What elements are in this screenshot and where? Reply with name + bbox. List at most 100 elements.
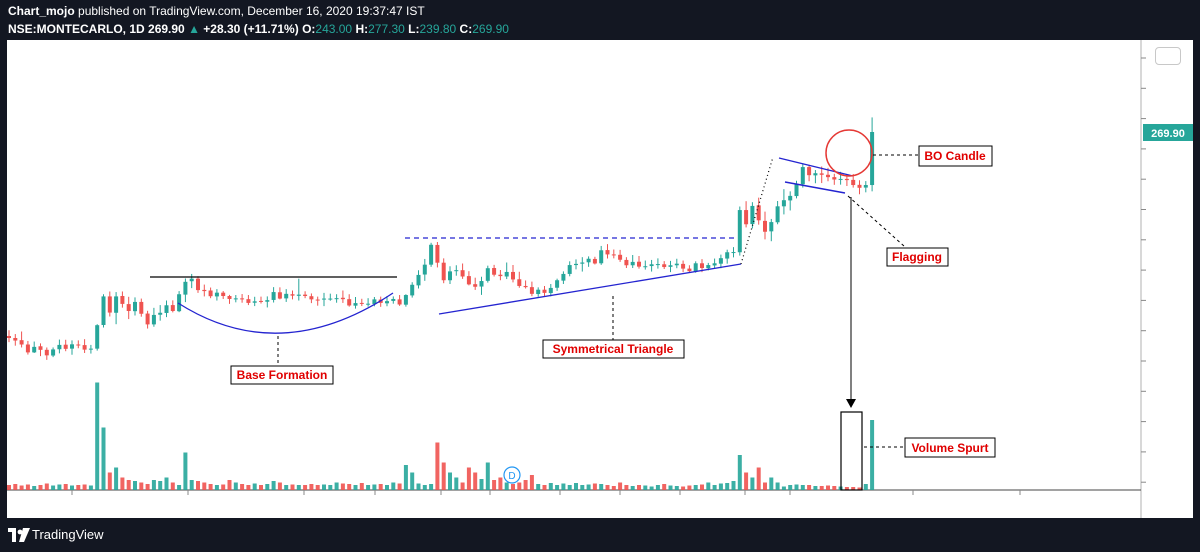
volume-bar — [366, 485, 371, 490]
volume-bar — [479, 479, 484, 490]
candle-body — [416, 274, 421, 286]
volume-bar — [114, 467, 119, 490]
volume-bar — [536, 484, 541, 490]
candle-body — [151, 314, 156, 325]
candle-body — [492, 268, 497, 275]
high-value: 277.30 — [368, 22, 405, 36]
volume-bar — [655, 485, 660, 490]
candle-body — [328, 298, 333, 300]
volume-bar — [473, 472, 478, 490]
candle-body — [637, 261, 641, 267]
candle-body — [82, 345, 87, 350]
flag-leader-line — [847, 195, 905, 247]
candle-body — [70, 344, 74, 349]
volume-bar — [599, 484, 604, 490]
candle-body — [303, 294, 308, 297]
volume-spurt-label: Volume Spurt — [911, 441, 988, 455]
candle-body — [687, 268, 692, 272]
candle-body — [706, 265, 711, 269]
volume-bar — [303, 485, 308, 490]
bo-candle-label: BO Candle — [924, 149, 986, 163]
volume-bar — [328, 485, 333, 490]
candle-body — [114, 296, 119, 313]
candle-body — [196, 278, 200, 291]
volume-bar — [246, 485, 251, 490]
candle-body — [170, 305, 175, 311]
candle-body — [857, 184, 862, 188]
candle-body — [731, 252, 736, 254]
volume-bar — [334, 482, 339, 490]
candle-body — [189, 278, 194, 282]
candles — [7, 117, 875, 360]
volume-bar — [340, 483, 345, 490]
candle-body — [397, 299, 402, 305]
volume-bar — [769, 477, 774, 490]
tradingview-brand[interactable]: TradingView — [32, 527, 104, 542]
candle-body — [542, 289, 547, 293]
candle-body — [832, 177, 837, 180]
author-name[interactable]: Chart_mojo — [8, 4, 75, 18]
dividend-marker[interactable] — [503, 466, 521, 484]
candle-body — [668, 265, 673, 267]
volume-bar — [807, 485, 812, 490]
chart-menu-button[interactable] — [1155, 47, 1181, 65]
volume-bar — [504, 482, 509, 490]
volume-bar — [567, 485, 572, 490]
price-change: +28.30 (+11.71%) — [203, 22, 299, 36]
volume-bar — [435, 442, 440, 490]
candle-body — [567, 265, 572, 274]
candle-body — [126, 304, 131, 311]
chart-area[interactable]: Base Formation Symmetrical Triangle Flag… — [7, 40, 1193, 518]
volume-bar — [170, 482, 175, 490]
volume-bar — [819, 486, 824, 490]
triangle-bottom-line — [438, 263, 742, 315]
price-chart[interactable]: Base Formation Symmetrical Triangle Flag… — [7, 40, 1193, 518]
volume-bar — [466, 467, 471, 490]
candle-body — [586, 258, 591, 263]
candle-body — [511, 271, 515, 280]
candle-body — [101, 296, 106, 325]
volume-bar — [542, 485, 547, 490]
volume-bar — [756, 467, 761, 490]
candle-body — [315, 299, 320, 301]
volume-bar — [649, 486, 654, 490]
candle-body — [13, 338, 18, 341]
volume-bar — [38, 485, 43, 490]
volume-bar — [441, 462, 446, 490]
candle-body — [466, 276, 471, 285]
volume-bar — [800, 485, 805, 490]
close-label: C: — [459, 22, 473, 36]
candle-body — [826, 174, 830, 178]
candle-body — [655, 264, 660, 266]
candle-body — [781, 200, 786, 207]
volume-bar — [403, 465, 408, 490]
candle-body — [120, 296, 125, 304]
candle-body — [259, 300, 263, 302]
volume-bar — [731, 481, 736, 490]
volume-bar — [548, 483, 553, 490]
volume-bar — [151, 480, 156, 490]
volume-bar — [107, 472, 112, 490]
volume-bar — [429, 484, 434, 490]
volume-bar — [290, 484, 295, 490]
volume-bar — [813, 486, 818, 490]
candle-body — [800, 167, 805, 185]
candle-body — [246, 299, 251, 303]
published-text: published on TradingView.com, December 1… — [78, 4, 425, 18]
volume-bar — [618, 482, 623, 490]
volume-bar — [857, 487, 862, 490]
volume-bar — [164, 477, 169, 490]
volume-bar — [416, 483, 421, 490]
candle-body — [353, 303, 358, 306]
volume-bar — [737, 455, 742, 490]
candle-body — [744, 210, 749, 225]
flagging-label: Flagging — [892, 250, 942, 264]
volume-bar — [208, 484, 213, 490]
volume-bar — [788, 485, 793, 490]
volume-bar — [196, 481, 200, 490]
symbol-label: NSE:MONTECARLO, 1D — [8, 22, 145, 36]
footer-bar: TradingView — [0, 518, 1200, 552]
candle-body — [403, 295, 408, 305]
volume-bar — [460, 482, 465, 490]
candle-body — [611, 254, 616, 256]
